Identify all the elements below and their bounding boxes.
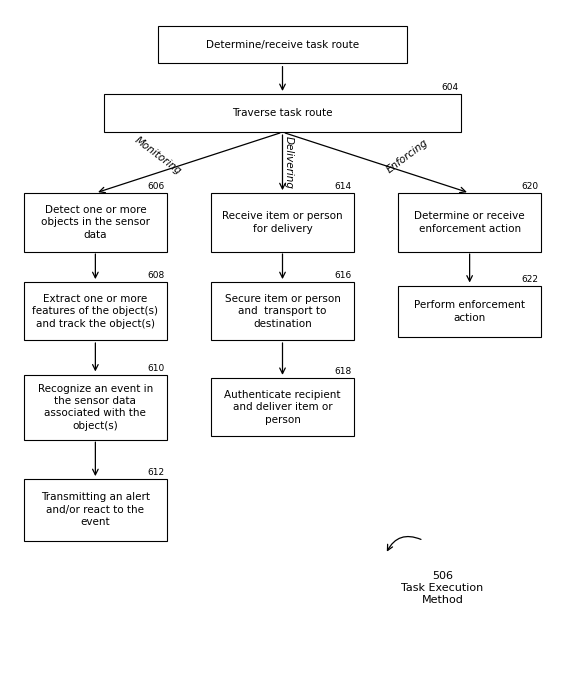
FancyBboxPatch shape (24, 193, 167, 251)
Text: Perform enforcement
action: Perform enforcement action (414, 300, 525, 322)
Text: Monitoring: Monitoring (132, 135, 183, 177)
Text: 620: 620 (521, 182, 539, 191)
Text: Recognize an event in
the sensor data
associated with the
object(s): Recognize an event in the sensor data as… (38, 383, 153, 431)
Text: Receive item or person
for delivery: Receive item or person for delivery (222, 211, 343, 234)
Text: 604: 604 (442, 83, 459, 92)
FancyBboxPatch shape (211, 378, 354, 436)
Text: 506
Task Execution
Method: 506 Task Execution Method (401, 571, 484, 604)
FancyBboxPatch shape (103, 94, 462, 132)
Text: 614: 614 (334, 182, 351, 191)
FancyBboxPatch shape (398, 193, 541, 251)
Text: 610: 610 (147, 364, 164, 373)
Text: Delivering: Delivering (284, 136, 294, 189)
Text: Extract one or more
features of the object(s)
and track the object(s): Extract one or more features of the obje… (32, 294, 158, 329)
Text: Traverse task route: Traverse task route (232, 108, 333, 118)
Text: Authenticate recipient
and deliver item or
person: Authenticate recipient and deliver item … (224, 389, 341, 424)
Text: Detect one or more
objects in the sensor
data: Detect one or more objects in the sensor… (41, 205, 150, 240)
FancyBboxPatch shape (24, 282, 167, 341)
Text: 616: 616 (334, 272, 351, 281)
Text: 622: 622 (522, 275, 539, 283)
Text: Determine/receive task route: Determine/receive task route (206, 40, 359, 50)
Text: Secure item or person
and  transport to
destination: Secure item or person and transport to d… (224, 294, 341, 329)
FancyBboxPatch shape (24, 375, 167, 440)
FancyBboxPatch shape (398, 285, 541, 337)
Text: Transmitting an alert
and/or react to the
event: Transmitting an alert and/or react to th… (41, 492, 150, 527)
FancyBboxPatch shape (158, 26, 407, 64)
FancyBboxPatch shape (211, 282, 354, 341)
Text: 606: 606 (147, 182, 164, 191)
FancyArrowPatch shape (388, 537, 421, 551)
FancyBboxPatch shape (211, 193, 354, 251)
Text: 618: 618 (334, 367, 351, 376)
Text: Determine or receive
enforcement action: Determine or receive enforcement action (414, 211, 525, 234)
Text: 612: 612 (147, 468, 164, 477)
FancyBboxPatch shape (24, 479, 167, 540)
Text: 608: 608 (147, 272, 164, 281)
Text: Enforcing: Enforcing (385, 138, 430, 175)
